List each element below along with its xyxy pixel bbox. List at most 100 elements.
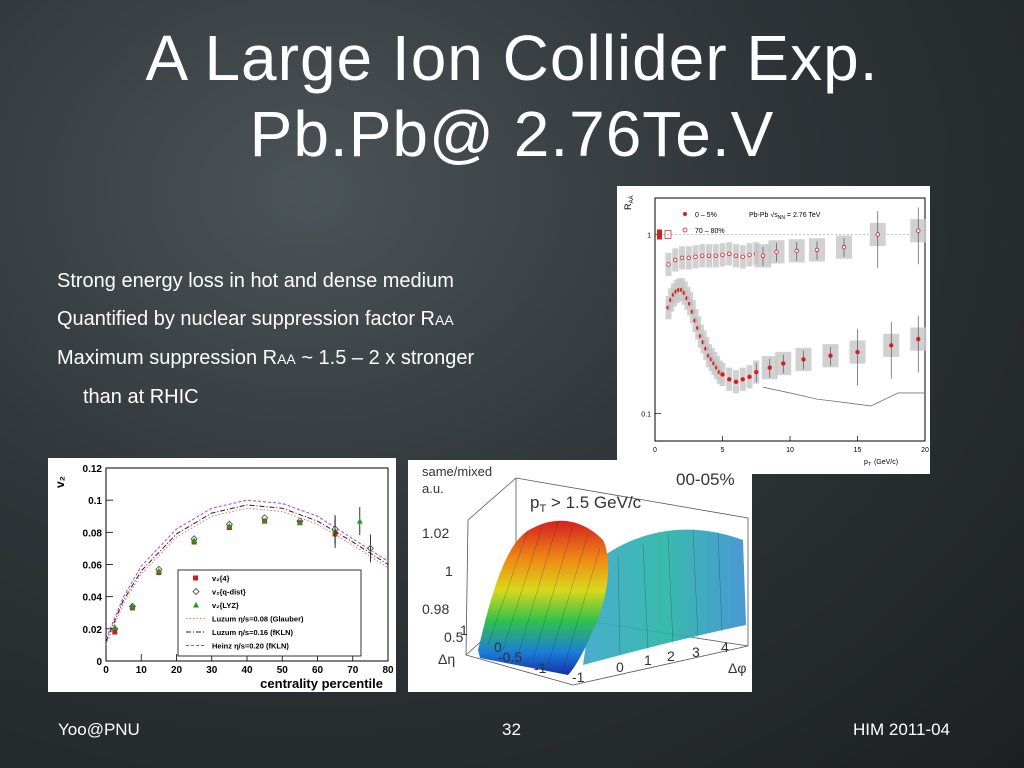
raa-point-s0-21 [727, 377, 732, 382]
v2-axis-ticks: 0 10 20 30 40 50 60 70 80 0 0.02 0.04 0.06 0.08 0.1 0.1… [83, 464, 394, 676]
raa-x-tick-label-0: 0 [653, 447, 657, 454]
footer-left: Yoo@PNU [58, 720, 140, 739]
v2-y-tick-label-4: 0.08 [83, 528, 103, 539]
raa-point-s1-15 [774, 249, 779, 255]
v2-legend-label-5: Heinz η/s=0.20 (fKLN) [212, 642, 289, 651]
raa-legend-header: Pb-Pb √sNN = 2.76 TeV [749, 211, 821, 221]
v2-point-s2-2 [155, 567, 162, 574]
v2-x-tick-label-7: 70 [347, 665, 359, 676]
raa-point-s0-32 [916, 336, 921, 342]
v2-point-s2-5 [261, 518, 268, 524]
raa-xlabel: pT (GeV/c) [864, 459, 898, 468]
raa-point-s0-24 [747, 374, 752, 380]
raa-point-s0-23 [740, 377, 745, 382]
raa-point-s1-14 [760, 253, 766, 259]
v2-point-s2-4 [226, 522, 233, 529]
v2-x-tick-label-4: 40 [241, 665, 253, 676]
surface-z-tick-3: 0.98 [422, 601, 449, 617]
v2-legend-label-1: v₂{q-dist} [212, 588, 246, 597]
surface-plateau [583, 529, 746, 665]
surface-z-tick-2: 1 [445, 563, 453, 579]
raa-y-tick-label-1: 1 [647, 232, 651, 239]
v2-y-tick-label-3: 0.06 [83, 561, 103, 572]
surface-pt-annotation: pT > 1.5 GeV/c [530, 493, 642, 515]
v2-xlabel: centrality percentile [260, 676, 383, 691]
v2-legend-marker-0 [193, 575, 198, 581]
raa-norm-box-peripheral [664, 230, 672, 239]
raa-legend-marker-peripheral [682, 227, 688, 233]
raa-point-s1-11 [740, 254, 745, 260]
raa-point-s1-0 [666, 262, 671, 267]
v2-x-tick-label-5: 50 [277, 665, 289, 676]
raa-legend-entry-central: 0 – 5% [695, 212, 717, 219]
v2-x-tick-label-2: 20 [171, 665, 183, 676]
raa-point-s1-1 [673, 257, 678, 263]
v2-theory-curve-4 [105, 504, 389, 642]
title-line-2: Pb.Pb@ 2.76Te.V [249, 98, 775, 170]
v2-legend-label-0: v₂{4} [212, 574, 230, 583]
v2-legend-box [177, 569, 362, 657]
raa-point-s1-16 [794, 248, 799, 254]
v2-y-tick-label-0: 0 [96, 657, 102, 668]
v2-legend-label-4: Luzum η/s=0.16 (fKLN) [212, 628, 294, 637]
raa-point-s0-26 [767, 365, 772, 370]
raa-point-s1-18 [841, 244, 847, 250]
raa-point-s1-6 [706, 253, 712, 259]
surface-eta-tick-2: 0.5 [444, 629, 464, 645]
surface-mesh-lines [487, 521, 723, 671]
raa-point-s1-2 [679, 255, 685, 261]
raa-point-s1-19 [875, 232, 880, 237]
raa-point-s1-8 [720, 252, 725, 257]
v2-point-s1-8 [366, 544, 375, 553]
v2-chart: v₂ centrality percentile 0 10 20 30 40 50 60 70… [53, 464, 394, 691]
raa-point-s0-31 [889, 343, 894, 348]
raa-point-s0-27 [781, 361, 786, 366]
v2-y-tick-label-2: 0.04 [83, 593, 103, 604]
raa-point-s1-12 [747, 252, 752, 257]
surface-near-side-peak [478, 520, 609, 675]
raa-point-s0-25 [754, 369, 759, 375]
title-line-1: A Large Ion Collider Exp. [145, 22, 879, 94]
raa-legend-marker-central [683, 212, 687, 216]
surface-phi-label: Δφ [728, 660, 746, 676]
raa-chart: RAA pT (GeV/c) 0 – 5% 70 – 80% Pb-Pb √sNN… [623, 195, 929, 468]
v2-theory-curve-5 [105, 499, 389, 639]
raa-x-tick-label-2: 10 [786, 447, 794, 454]
v2-x-tick-label-3: 30 [206, 665, 218, 676]
v2-point-s2-6 [296, 519, 303, 526]
raa-chart-panel: RAA pT (GeV/c) 0 – 5% 70 – 80% Pb-Pb √sNN… [617, 186, 930, 474]
v2-legend-marker-2 [193, 602, 199, 608]
bullet-2: Quantified by nuclear suppression factor… [57, 308, 454, 330]
correlation-surface-chart: same/mixed a.u. pT > 1.5 GeV/c 00-05% 1.… [422, 464, 749, 686]
v2-y-tick-label-6: 0.12 [83, 464, 103, 475]
footer-right: HIM 2011-04 [853, 720, 951, 739]
raa-point-s1-5 [700, 253, 705, 259]
bullet-list: Strong energy loss in hot and dense medi… [57, 262, 474, 416]
v2-theory-curve-3 [105, 507, 389, 646]
surface-eta-tick-5: -1 [534, 660, 547, 676]
surface-eta-tick-4: -0.5 [498, 649, 522, 665]
raa-point-s0-29 [828, 353, 833, 358]
raa-ylabel: RAA [623, 195, 635, 210]
raa-legend-entry-peripheral: 70 – 80% [695, 228, 725, 235]
v2-chart-panel: v₂ centrality percentile 0 10 20 30 40 50 60 70… [48, 458, 396, 692]
raa-x-tick-label-3: 15 [854, 447, 862, 454]
v2-legend: v₂{4} v₂{q-dist} v₂{LYZ} Luzum η/s=0.08 (Gl… [186, 574, 304, 651]
surface-centrality-label: 00-05% [676, 470, 735, 489]
v2-x-tick-label-6: 60 [312, 665, 324, 676]
surface-phi-tick-5: 3 [692, 644, 700, 660]
surface-eta-tick-3: 0 [494, 639, 502, 655]
v2-legend-label-2: v₂{LYZ} [212, 601, 239, 610]
v2-data-layer [105, 499, 389, 646]
bullet-1: Strong energy loss in hot and dense medi… [57, 270, 454, 292]
raa-point-s0-30 [855, 349, 860, 355]
raa-point-s1-9 [727, 251, 732, 256]
v2-point-s1-1 [128, 602, 137, 610]
raa-y-tick-label-0: 0.1 [641, 411, 651, 418]
raa-point-s1-3 [686, 255, 691, 261]
surface-z-tick-1: 1.02 [422, 525, 449, 541]
v2-x-tick-label-8: 80 [382, 665, 394, 676]
v2-point-s2-1 [129, 603, 136, 609]
v2-legend-label-3: Luzum η/s=0.08 (Glauber) [212, 615, 304, 624]
raa-point-s1-20 [916, 228, 921, 233]
